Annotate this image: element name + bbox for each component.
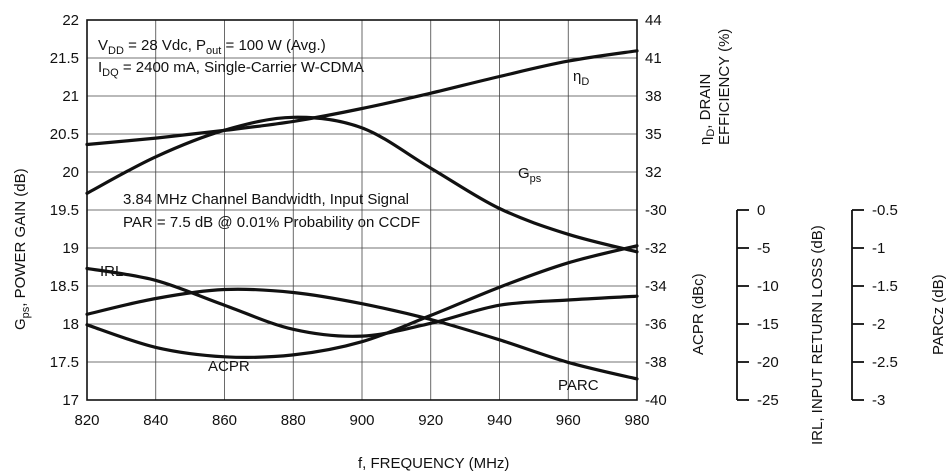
efficiency-tick-label: 32 — [645, 164, 662, 181]
annotation-top: VDD = 28 Vdc, Pout = 100 W (Avg.) IDQ = … — [98, 37, 364, 79]
annotation-top-line1: VDD = 28 Vdc, Pout = 100 W (Avg.) — [98, 37, 326, 57]
left-tick-label: 18.5 — [50, 278, 79, 295]
irl-tick-label: -5 — [757, 240, 770, 257]
efficiency-tick-label: 44 — [645, 12, 662, 29]
left-tick-label: 21 — [62, 88, 79, 105]
irl-axis-title: IRL, INPUT RETURN LOSS (dB) — [809, 225, 826, 445]
plot-border — [86, 19, 638, 401]
left-tick-label: 20 — [62, 164, 79, 181]
left-tick-label: 17.5 — [50, 354, 79, 371]
x-tick-label: 860 — [212, 412, 237, 429]
acpr-tick-label: -30 — [645, 202, 667, 219]
acpr-tick-label: -36 — [645, 316, 667, 333]
acpr-tick-label: -38 — [645, 354, 667, 371]
annotation-mid-line1: 3.84 MHz Channel Bandwidth, Input Signal — [123, 191, 409, 208]
label-irl: IRL — [100, 263, 123, 280]
x-tick-label: 820 — [74, 412, 99, 429]
parc-axis: -0.5 -1 -1.5 -2 -2.5 -3 — [851, 202, 898, 409]
x-tick-label: 920 — [418, 412, 443, 429]
acpr-axis-title: ACPR (dBc) — [690, 273, 707, 355]
plot-frame — [86, 19, 638, 401]
right-axis: 44 41 38 35 32 -30 -32 -34 -36 -38 -40 — [645, 12, 667, 409]
irl-tick-label: -10 — [757, 278, 779, 295]
annotation-top-line2: IDQ = 2400 mA, Single-Carrier W-CDMA — [98, 59, 364, 79]
label-parc: PARC — [558, 377, 599, 394]
series-gps-line — [85, 115, 639, 254]
left-tick-label: 19.5 — [50, 202, 79, 219]
parc-tick-label: -2.5 — [872, 354, 898, 371]
annotation-mid-line2: PAR = 7.5 dB @ 0.01% Probability on CCDF — [123, 214, 420, 231]
label-eta: ηD — [573, 68, 589, 88]
left-tick-label: 22 — [62, 12, 79, 29]
efficiency-tick-label: 35 — [645, 126, 662, 143]
x-tick-label: 940 — [487, 412, 512, 429]
efficiency-axis-title-line2: EFFICIENCY (%) — [716, 29, 733, 145]
series-acpr-line — [85, 244, 639, 359]
parc-tick-label: -1 — [872, 240, 885, 257]
efficiency-axis-title-line1: ηD, DRAIN — [697, 74, 717, 145]
parc-axis-title: PARCz (dB) — [930, 274, 947, 355]
x-tick-label: 840 — [143, 412, 168, 429]
x-tick-label: 880 — [281, 412, 306, 429]
acpr-tick-label: -40 — [645, 392, 667, 409]
parc-tick-label: -0.5 — [872, 202, 898, 219]
left-axis-title: Gps, POWER GAIN (dB) — [12, 168, 32, 330]
curves — [85, 49, 639, 381]
irl-tick-label: 0 — [757, 202, 765, 219]
x-tick-label: 900 — [349, 412, 374, 429]
parc-tick-label: -3 — [872, 392, 885, 409]
acpr-tick-label: -34 — [645, 278, 667, 295]
x-tick-label: 960 — [556, 412, 581, 429]
label-acpr: ACPR — [208, 358, 250, 375]
left-tick-label: 20.5 — [50, 126, 79, 143]
efficiency-tick-label: 41 — [645, 50, 662, 67]
left-tick-label: 19 — [62, 240, 79, 257]
irl-tick-label: -15 — [757, 316, 779, 333]
x-tick-label: 980 — [624, 412, 649, 429]
annotation-mid: 3.84 MHz Channel Bandwidth, Input Signal… — [123, 191, 420, 231]
series-irl-line — [85, 266, 639, 338]
label-gps: Gps — [518, 165, 542, 185]
series-parc-line — [85, 287, 639, 381]
left-axis: 22 21.5 21 20.5 20 19.5 19 18.5 18 17.5 17 — [50, 12, 79, 409]
irl-axis: 0 -5 -10 -15 -20 -25 — [736, 202, 779, 409]
efficiency-tick-label: 38 — [645, 88, 662, 105]
x-axis: 820 840 860 880 900 920 940 960 980 — [74, 412, 649, 429]
parc-tick-label: -2 — [872, 316, 885, 333]
irl-tick-label: -25 — [757, 392, 779, 409]
irl-tick-label: -20 — [757, 354, 779, 371]
x-axis-title: f, FREQUENCY (MHz) — [358, 455, 509, 472]
acpr-tick-label: -32 — [645, 240, 667, 257]
series-eta-line — [85, 49, 639, 147]
parc-tick-label: -1.5 — [872, 278, 898, 295]
left-tick-label: 21.5 — [50, 50, 79, 67]
left-tick-label: 17 — [62, 392, 79, 409]
left-tick-label: 18 — [62, 316, 79, 333]
